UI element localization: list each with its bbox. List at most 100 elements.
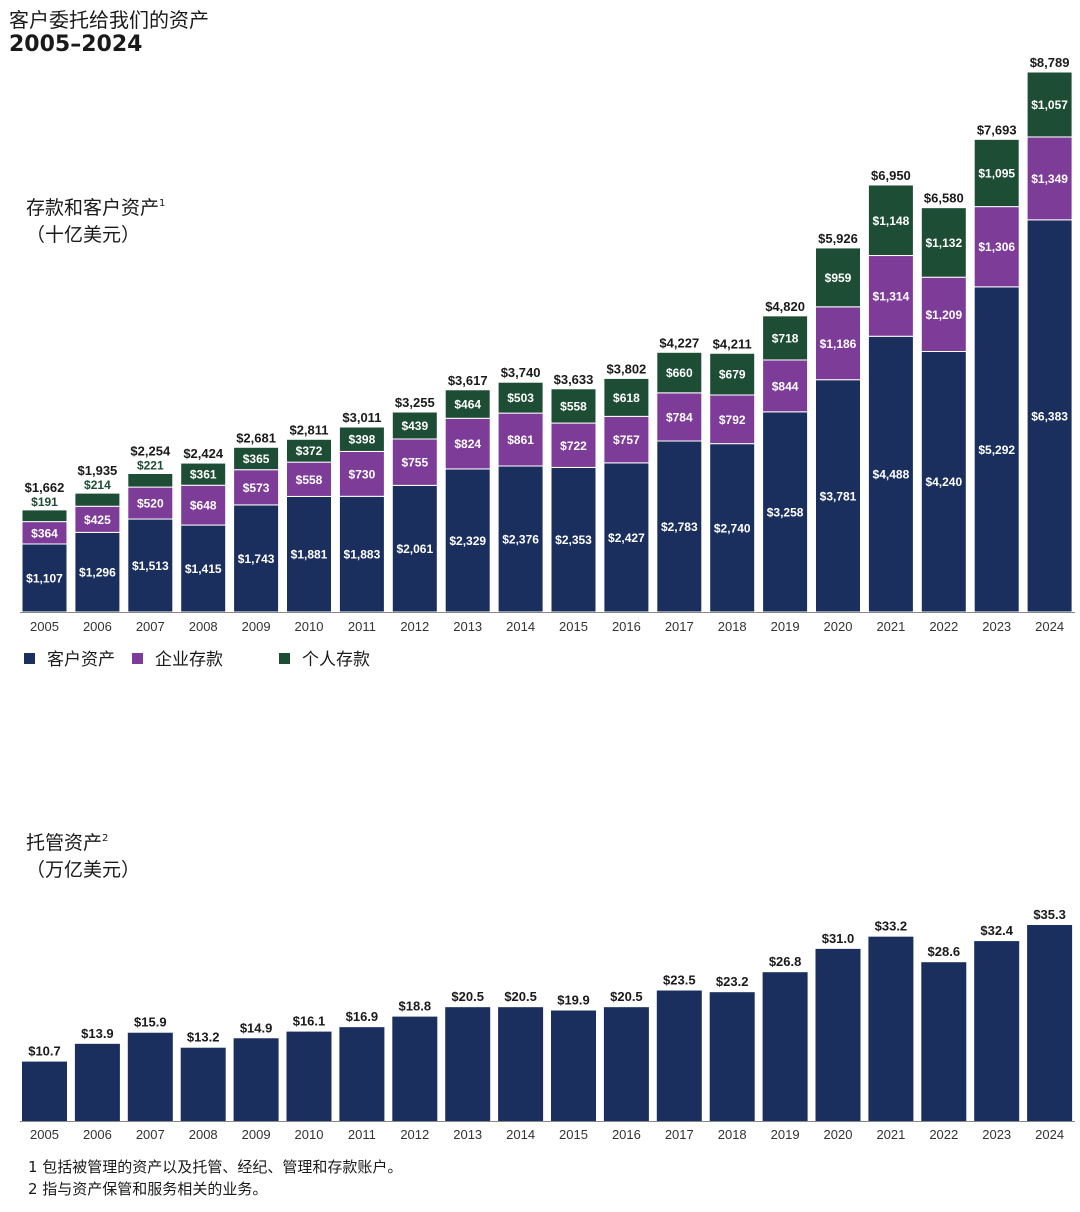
bar-value-label: $364 (31, 526, 58, 540)
chart2-footnote-mark: 2 (102, 833, 109, 844)
bar-value-label: $425 (84, 513, 111, 527)
bar-custody (498, 1007, 544, 1121)
bar-value-label: $2,353 (555, 533, 592, 547)
legend-label-personal-deposits: 个人存款 (302, 650, 370, 670)
bar-value-label: $792 (719, 413, 746, 427)
bar-client_assets (180, 524, 227, 613)
bar-total-label: $8,789 (1030, 55, 1070, 70)
x-tick-label: 2023 (982, 619, 1011, 634)
bar-value-label: $191 (31, 495, 58, 509)
bar-value-label: $14.9 (240, 1020, 273, 1035)
x-tick-label: 2015 (559, 1127, 588, 1142)
bar-value-label: $1,349 (1031, 172, 1068, 186)
bar-value-label: $861 (507, 433, 534, 447)
bar-value-label: $3,781 (820, 489, 857, 503)
legend-swatch-personal-deposits (279, 653, 290, 664)
chart1-label-text: 存款和客户资产 (26, 197, 160, 219)
bar-value-label: $755 (401, 456, 428, 470)
bar-value-label: $2,376 (502, 533, 539, 547)
bar-value-label: $1,881 (291, 548, 328, 562)
bar-value-label: $1,306 (978, 240, 1015, 254)
x-tick-label: 2018 (718, 1127, 747, 1142)
bar-value-label: $2,427 (608, 531, 645, 545)
bar-value-label: $573 (243, 481, 270, 495)
chart1-unit: （十亿美元） (26, 224, 141, 246)
bar-personal_deposits (21, 509, 68, 523)
x-tick-label: 2024 (1035, 619, 1064, 634)
x-tick-label: 2015 (559, 619, 588, 634)
bar-value-label: $1,415 (185, 562, 222, 576)
x-tick-label: 2021 (876, 619, 905, 634)
x-tick-label: 2020 (824, 619, 853, 634)
x-tick-label: 2014 (506, 1127, 535, 1142)
bar-personal_deposits (603, 377, 650, 417)
bar-custody (339, 1027, 385, 1121)
bar-custody (921, 962, 967, 1121)
bar-value-label: $824 (454, 437, 481, 451)
bar-total-label: $2,681 (236, 430, 276, 445)
bar-value-label: $558 (560, 399, 587, 413)
bar-personal_deposits (180, 462, 227, 486)
bar-value-label: $1,132 (925, 236, 962, 250)
bar-custody (445, 1007, 491, 1121)
bar-client_assets (603, 462, 650, 613)
bar-value-label: $3,258 (767, 505, 804, 519)
bar-value-label: $35.3 (1033, 907, 1066, 922)
x-tick-label: 2016 (612, 1127, 641, 1142)
bar-value-label: $18.8 (399, 999, 432, 1014)
x-tick-label: 2010 (295, 619, 324, 634)
bar-value-label: $4,240 (925, 475, 962, 489)
x-tick-label: 2021 (876, 1127, 905, 1142)
bar-personal_deposits (973, 138, 1020, 208)
bar-value-label: $558 (296, 473, 323, 487)
bar-total-label: $3,633 (554, 372, 594, 387)
bar-value-label: $13.9 (81, 1026, 114, 1041)
bar-corporate_deposits (550, 422, 597, 468)
bar-corporate_deposits (709, 394, 756, 445)
bar-personal_deposits (762, 315, 809, 361)
bar-total-label: $2,254 (130, 444, 171, 459)
bar-value-label: $20.5 (610, 989, 643, 1004)
bar-total-label: $4,227 (659, 335, 699, 350)
bar-value-label: $520 (137, 497, 164, 511)
x-tick-label: 2006 (83, 1127, 112, 1142)
bar-value-label: $1,743 (238, 552, 275, 566)
bar-corporate_deposits (497, 412, 544, 467)
bar-value-label: $13.2 (187, 1030, 220, 1045)
x-tick-label: 2011 (348, 619, 376, 634)
footnote-2: 2 指与资产保管和服务相关的业务。 (28, 1180, 268, 1198)
bar-custody (815, 948, 861, 1121)
bar-client_assets (709, 443, 756, 613)
x-tick-label: 2020 (824, 1127, 853, 1142)
bar-custody (603, 1007, 649, 1121)
bar-corporate_deposits (656, 392, 703, 442)
bar-value-label: $464 (454, 398, 481, 412)
bar-client_assets (444, 468, 491, 613)
bar-corporate_deposits (286, 461, 332, 497)
bar-value-label: $1,883 (344, 548, 381, 562)
legend-swatch-client-assets (24, 653, 35, 664)
x-tick-label: 2011 (348, 1127, 376, 1142)
bar-total-label: $3,617 (448, 373, 488, 388)
bar-value-label: $4,488 (873, 468, 910, 482)
chart-years-range: 2005–2024 (9, 32, 143, 57)
bar-value-label: $2,329 (449, 534, 486, 548)
bar-personal_deposits (391, 411, 438, 440)
bar-total-label: $7,693 (977, 122, 1017, 137)
footnotes: 1 包括被管理的资产以及托管、经纪、管理和存款账户。 2 指与资产保管和服务相关… (28, 1156, 402, 1200)
bar-client_assets (391, 484, 438, 613)
bar-total-label: $5,926 (818, 231, 858, 246)
bar-personal_deposits (127, 473, 174, 488)
bar-value-label: $1,314 (873, 289, 910, 303)
bar-corporate_deposits (444, 417, 491, 470)
bar-client_assets (233, 504, 280, 613)
x-tick-label: 2018 (718, 619, 747, 634)
bar-corporate_deposits (74, 505, 121, 533)
bar-value-label: $2,061 (396, 542, 433, 556)
bar-value-label: $718 (772, 331, 799, 345)
chart1-footnote-mark: 1 (159, 198, 166, 209)
bar-personal_deposits (656, 351, 703, 394)
x-tick-label: 2012 (400, 1127, 429, 1142)
bar-value-label: $618 (613, 391, 640, 405)
bar-corporate_deposits (233, 469, 280, 506)
